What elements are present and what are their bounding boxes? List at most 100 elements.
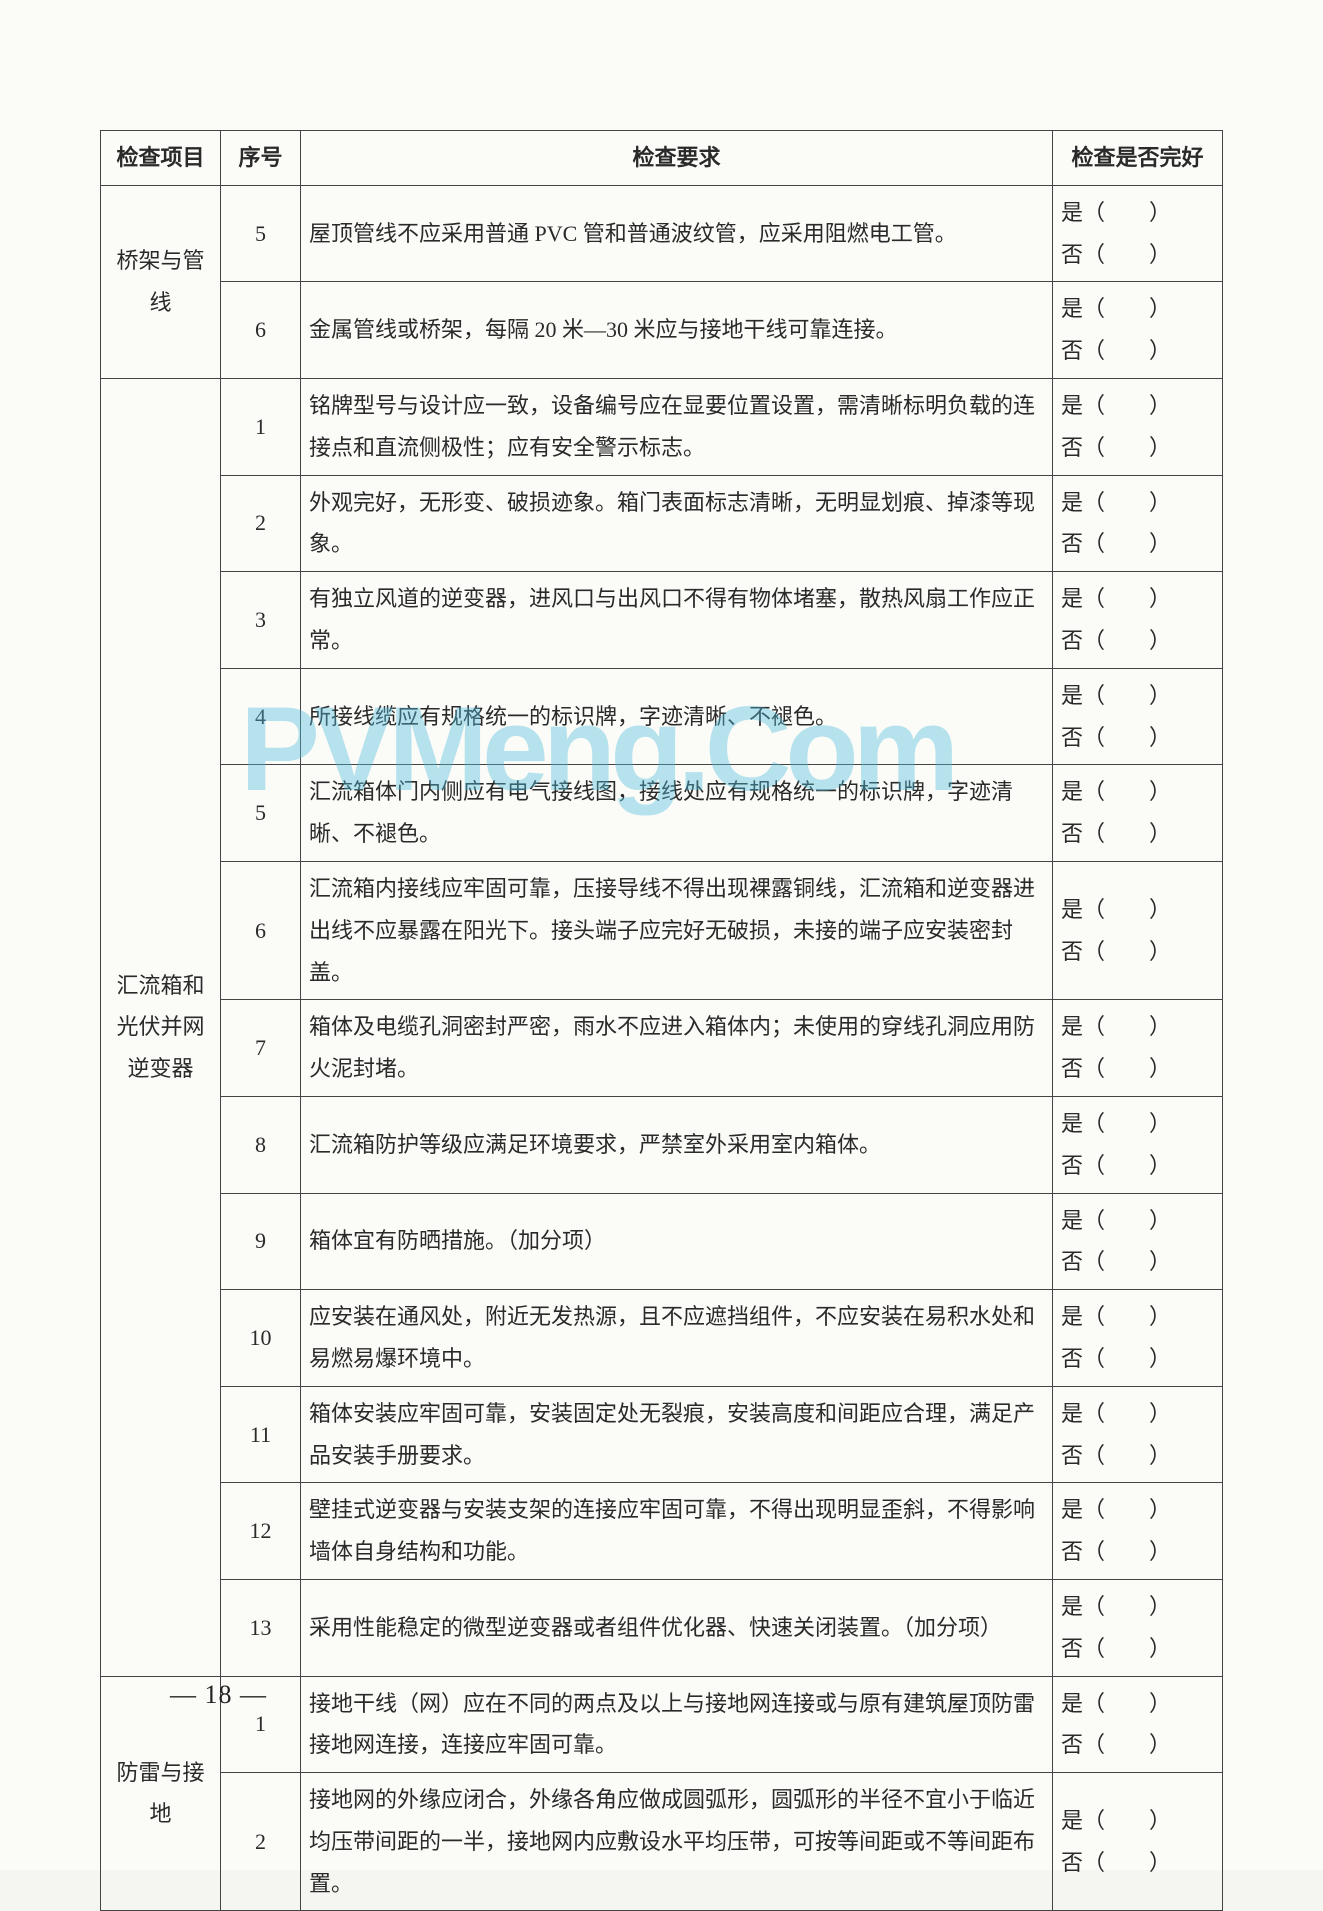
check-yes: 是（ ） — [1061, 675, 1214, 717]
check-cell: 是（ ）否（ ） — [1053, 1193, 1223, 1290]
check-no: 否（ ） — [1061, 1338, 1214, 1380]
requirement-cell: 应安装在通风处，附近无发热源，且不应遮挡组件，不应安装在易积水处和易燃易爆环境中… — [301, 1290, 1053, 1387]
check-cell: 是（ ）否（ ） — [1053, 1483, 1223, 1580]
check-cell: 是（ ）否（ ） — [1053, 572, 1223, 669]
check-yes: 是（ ） — [1061, 482, 1214, 524]
number-cell: 2 — [221, 475, 301, 572]
check-cell: 是（ ）否（ ） — [1053, 1000, 1223, 1097]
requirement-cell: 箱体安装应牢固可靠，安装固定处无裂痕，安装高度和间距应合理，满足产品安装手册要求… — [301, 1386, 1053, 1483]
check-no: 否（ ） — [1061, 931, 1214, 973]
check-yes: 是（ ） — [1061, 192, 1214, 234]
check-cell: 是（ ）否（ ） — [1053, 1773, 1223, 1911]
table-row: 13采用性能稳定的微型逆变器或者组件优化器、快速关闭装置。（加分项）是（ ）否（… — [101, 1579, 1223, 1676]
table-header-row: 检查项目 序号 检查要求 检查是否完好 — [101, 131, 1223, 186]
requirement-cell: 所接线缆应有规格统一的标识牌，字迹清晰、不褪色。 — [301, 668, 1053, 765]
inspection-table: 检查项目 序号 检查要求 检查是否完好 桥架与管线5屋顶管线不应采用普通 PVC… — [100, 130, 1223, 1911]
check-no: 否（ ） — [1061, 427, 1214, 469]
requirement-cell: 汇流箱内接线应牢固可靠，压接导线不得出现裸露铜线，汇流箱和逆变器进出线不应暴露在… — [301, 861, 1053, 999]
number-cell: 12 — [221, 1483, 301, 1580]
header-check: 检查是否完好 — [1053, 131, 1223, 186]
requirement-cell: 汇流箱防护等级应满足环境要求，严禁室外采用室内箱体。 — [301, 1096, 1053, 1193]
number-cell: 10 — [221, 1290, 301, 1387]
table-row: 6金属管线或桥架，每隔 20 米—30 米应与接地干线可靠连接。是（ ）否（ ） — [101, 282, 1223, 379]
requirement-cell: 外观完好，无形变、破损迹象。箱门表面标志清晰，无明显划痕、掉漆等现象。 — [301, 475, 1053, 572]
check-no: 否（ ） — [1061, 1628, 1214, 1670]
table-row: 7箱体及电缆孔洞密封严密，雨水不应进入箱体内；未使用的穿线孔洞应用防火泥封堵。是… — [101, 1000, 1223, 1097]
requirement-cell: 接地网的外缘应闭合，外缘各角应做成圆弧形，圆弧形的半径不宜小于临近均压带间距的一… — [301, 1773, 1053, 1911]
check-yes: 是（ ） — [1061, 1800, 1214, 1842]
check-no: 否（ ） — [1061, 813, 1214, 855]
table-row: 8汇流箱防护等级应满足环境要求，严禁室外采用室内箱体。是（ ）否（ ） — [101, 1096, 1223, 1193]
category-cell: 桥架与管线 — [101, 185, 221, 378]
check-no: 否（ ） — [1061, 1724, 1214, 1766]
check-cell: 是（ ）否（ ） — [1053, 185, 1223, 282]
header-category: 检查项目 — [101, 131, 221, 186]
check-no: 否（ ） — [1061, 234, 1214, 276]
requirement-cell: 屋顶管线不应采用普通 PVC 管和普通波纹管，应采用阻燃电工管。 — [301, 185, 1053, 282]
number-cell: 1 — [221, 378, 301, 475]
table-row: 2接地网的外缘应闭合，外缘各角应做成圆弧形，圆弧形的半径不宜小于临近均压带间距的… — [101, 1773, 1223, 1911]
check-cell: 是（ ）否（ ） — [1053, 1290, 1223, 1387]
check-yes: 是（ ） — [1061, 1200, 1214, 1242]
number-cell: 5 — [221, 765, 301, 862]
check-cell: 是（ ）否（ ） — [1053, 1096, 1223, 1193]
check-cell: 是（ ）否（ ） — [1053, 282, 1223, 379]
check-cell: 是（ ）否（ ） — [1053, 1579, 1223, 1676]
check-cell: 是（ ）否（ ） — [1053, 378, 1223, 475]
number-cell: 6 — [221, 282, 301, 379]
check-yes: 是（ ） — [1061, 1683, 1214, 1725]
check-cell: 是（ ）否（ ） — [1053, 1386, 1223, 1483]
check-no: 否（ ） — [1061, 330, 1214, 372]
requirement-cell: 有独立风道的逆变器，进风口与出风口不得有物体堵塞，散热风扇工作应正常。 — [301, 572, 1053, 669]
check-cell: 是（ ）否（ ） — [1053, 668, 1223, 765]
header-requirement: 检查要求 — [301, 131, 1053, 186]
number-cell: 9 — [221, 1193, 301, 1290]
check-yes: 是（ ） — [1061, 1489, 1214, 1531]
number-cell: 6 — [221, 861, 301, 999]
check-cell: 是（ ）否（ ） — [1053, 475, 1223, 572]
category-cell: 防雷与接地 — [101, 1676, 221, 1911]
number-cell: 8 — [221, 1096, 301, 1193]
table-row: 9箱体宜有防晒措施。（加分项）是（ ）否（ ） — [101, 1193, 1223, 1290]
check-yes: 是（ ） — [1061, 1006, 1214, 1048]
number-cell: 3 — [221, 572, 301, 669]
number-cell: 11 — [221, 1386, 301, 1483]
requirement-cell: 采用性能稳定的微型逆变器或者组件优化器、快速关闭装置。（加分项） — [301, 1579, 1053, 1676]
requirement-cell: 铭牌型号与设计应一致，设备编号应在显要位置设置，需清晰标明负载的连接点和直流侧极… — [301, 378, 1053, 475]
table-row: 5汇流箱体门内侧应有电气接线图，接线处应有规格统一的标识牌，字迹清晰、不褪色。是… — [101, 765, 1223, 862]
check-yes: 是（ ） — [1061, 385, 1214, 427]
check-no: 否（ ） — [1061, 1241, 1214, 1283]
number-cell: 7 — [221, 1000, 301, 1097]
check-yes: 是（ ） — [1061, 1103, 1214, 1145]
check-no: 否（ ） — [1061, 1435, 1214, 1477]
check-cell: 是（ ）否（ ） — [1053, 765, 1223, 862]
table-row: 10应安装在通风处，附近无发热源，且不应遮挡组件，不应安装在易积水处和易燃易爆环… — [101, 1290, 1223, 1387]
number-cell: 13 — [221, 1579, 301, 1676]
table-row: 11箱体安装应牢固可靠，安装固定处无裂痕，安装高度和间距应合理，满足产品安装手册… — [101, 1386, 1223, 1483]
table-row: 4所接线缆应有规格统一的标识牌，字迹清晰、不褪色。是（ ）否（ ） — [101, 668, 1223, 765]
check-yes: 是（ ） — [1061, 771, 1214, 813]
check-yes: 是（ ） — [1061, 889, 1214, 931]
check-cell: 是（ ）否（ ） — [1053, 1676, 1223, 1773]
requirement-cell: 箱体及电缆孔洞密封严密，雨水不应进入箱体内；未使用的穿线孔洞应用防火泥封堵。 — [301, 1000, 1053, 1097]
requirement-cell: 汇流箱体门内侧应有电气接线图，接线处应有规格统一的标识牌，字迹清晰、不褪色。 — [301, 765, 1053, 862]
document-page: 检查项目 序号 检查要求 检查是否完好 桥架与管线5屋顶管线不应采用普通 PVC… — [0, 0, 1323, 1870]
page-number: — 18 — — [170, 1680, 267, 1710]
requirement-cell: 金属管线或桥架，每隔 20 米—30 米应与接地干线可靠连接。 — [301, 282, 1053, 379]
requirement-cell: 接地干线（网）应在不同的两点及以上与接地网连接或与原有建筑屋顶防雷接地网连接，连… — [301, 1676, 1053, 1773]
table-row: 汇流箱和光伏并网逆变器1铭牌型号与设计应一致，设备编号应在显要位置设置，需清晰标… — [101, 378, 1223, 475]
check-no: 否（ ） — [1061, 620, 1214, 662]
check-yes: 是（ ） — [1061, 288, 1214, 330]
number-cell: 5 — [221, 185, 301, 282]
check-yes: 是（ ） — [1061, 1393, 1214, 1435]
requirement-cell: 壁挂式逆变器与安装支架的连接应牢固可靠，不得出现明显歪斜，不得影响墙体自身结构和… — [301, 1483, 1053, 1580]
table-row: 12壁挂式逆变器与安装支架的连接应牢固可靠，不得出现明显歪斜，不得影响墙体自身结… — [101, 1483, 1223, 1580]
check-no: 否（ ） — [1061, 1048, 1214, 1090]
check-no: 否（ ） — [1061, 1842, 1214, 1884]
number-cell: 2 — [221, 1773, 301, 1911]
table-row: 6汇流箱内接线应牢固可靠，压接导线不得出现裸露铜线，汇流箱和逆变器进出线不应暴露… — [101, 861, 1223, 999]
check-no: 否（ ） — [1061, 1145, 1214, 1187]
check-yes: 是（ ） — [1061, 1586, 1214, 1628]
table-row: 3有独立风道的逆变器，进风口与出风口不得有物体堵塞，散热风扇工作应正常。是（ ）… — [101, 572, 1223, 669]
header-number: 序号 — [221, 131, 301, 186]
